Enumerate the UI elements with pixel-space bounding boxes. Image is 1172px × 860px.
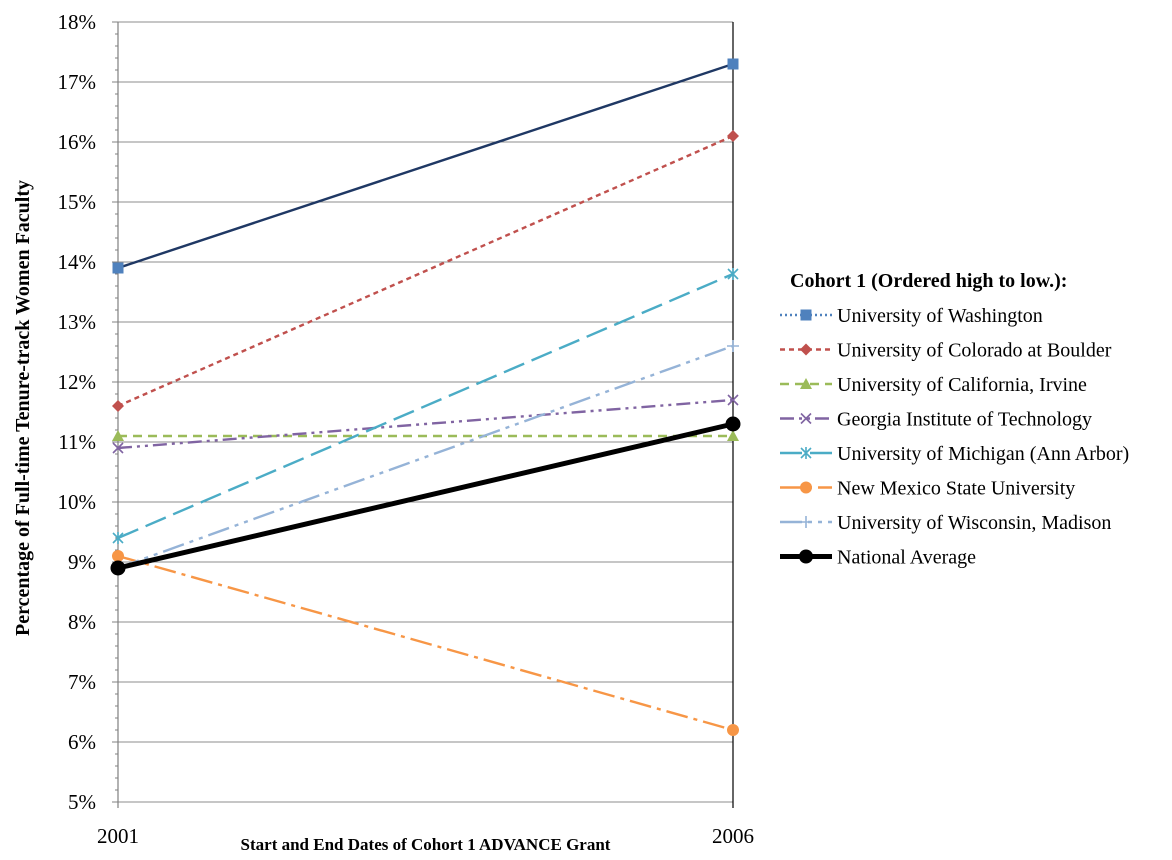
- series-line-new-mexico-state-university: [117, 554, 734, 732]
- x-tick-label: 2001: [97, 824, 139, 848]
- legend-marker-georgia-institute-of-technology: [800, 412, 812, 425]
- series-line-university-of-michigan-ann-arbor: [117, 272, 734, 540]
- data-point-national-average: [726, 417, 740, 431]
- data-point-georgia-institute-of-technology: [112, 442, 124, 454]
- data-point-new-mexico-state-university: [727, 724, 739, 736]
- y-tick-label: 16%: [58, 130, 97, 154]
- legend-marker-new-mexico-state-university: [800, 481, 812, 494]
- legend-label-national-average: National Average: [837, 547, 976, 569]
- legend-label-university-of-washington: University of Washington: [837, 305, 1043, 327]
- y-tick-label: 17%: [58, 70, 97, 94]
- legend-marker-university-of-michigan-ann-arbor: [800, 447, 812, 459]
- data-point-university-of-colorado-at-boulder: [727, 130, 739, 142]
- legend-label-university-of-colorado-at-boulder: University of Colorado at Boulder: [837, 340, 1112, 362]
- legend: Cohort 1 (Ordered high to low.): Universi…: [780, 270, 1129, 569]
- data-point-outline-national-average: [725, 416, 741, 432]
- data-point-university-of-california-irvine: [112, 430, 124, 441]
- data-point-university-of-michigan-ann-arbor: [112, 532, 124, 544]
- legend-label-university-of-michigan-ann-arbor: University of Michigan (Ann Arbor): [837, 443, 1129, 465]
- data-point-university-of-california-irvine: [727, 430, 739, 441]
- series-markers: [110, 58, 741, 736]
- data-point-university-of-washington: [112, 262, 124, 274]
- data-point-outline-national-average: [110, 560, 126, 576]
- legend-marker-national-average: [799, 549, 813, 564]
- series-line-georgia-institute-of-technology: [117, 398, 734, 450]
- legend-marker-university-of-california-irvine: [800, 378, 812, 389]
- y-tick-label: 9%: [68, 550, 96, 574]
- axis-labels: 5% 6% 7% 8% 9% 10% 11% 12% 13% 14% 15% 16% 17% 18% 200…: [12, 10, 754, 854]
- data-point-university-of-washington: [727, 58, 739, 70]
- y-tick-label: 13%: [58, 310, 97, 334]
- data-point-university-of-michigan-ann-arbor: [727, 268, 739, 280]
- y-tick-label: 18%: [58, 10, 97, 34]
- legend-label-new-mexico-state-university: New Mexico State University: [837, 478, 1075, 500]
- gridlines: [118, 21, 733, 803]
- series-line-university-of-washington: [117, 62, 734, 270]
- legend-title: Cohort 1 (Ordered high to low.):: [790, 270, 1067, 292]
- data-point-new-mexico-state-university: [112, 550, 124, 562]
- x-tick-label: 2006: [712, 824, 754, 848]
- y-tick-label: 6%: [68, 730, 96, 754]
- y-axis-title: Percentage of Full-time Tenure-track Wom…: [12, 180, 34, 636]
- data-point-georgia-institute-of-technology: [727, 394, 739, 406]
- y-tick-label: 5%: [68, 790, 96, 814]
- y-tick-label: 11%: [58, 430, 96, 454]
- series-line-university-of-wisconsin-madison: [117, 344, 734, 570]
- data-point-university-of-wisconsin-madison: [727, 340, 739, 352]
- legend-marker-university-of-colorado-at-boulder: [800, 343, 812, 356]
- y-tick-label: 7%: [68, 670, 96, 694]
- y-tick-label: 14%: [58, 250, 97, 274]
- y-tick-label: 15%: [58, 190, 97, 214]
- y-tick-label: 8%: [68, 610, 96, 634]
- legend-marker-university-of-wisconsin-madison: [800, 516, 812, 528]
- legend-label-university-of-california-irvine: University of California, Irvine: [837, 374, 1087, 396]
- axes: [112, 21, 734, 808]
- series-line-national-average: [115, 421, 736, 571]
- legend-label-university-of-wisconsin-madison: University of Wisconsin, Madison: [837, 512, 1111, 534]
- data-point-national-average: [111, 561, 125, 575]
- legend-label-georgia-institute-of-technology: Georgia Institute of Technology: [837, 409, 1092, 431]
- series-lines: [115, 62, 736, 732]
- data-point-university-of-colorado-at-boulder: [112, 400, 124, 412]
- series-line-university-of-colorado-at-boulder: [117, 134, 734, 408]
- x-axis-title: Start and End Dates of Cohort 1 ADVANCE …: [241, 835, 611, 854]
- y-tick-label: 10%: [58, 490, 97, 514]
- y-tick-label: 12%: [58, 370, 97, 394]
- legend-marker-university-of-washington: [800, 309, 812, 321]
